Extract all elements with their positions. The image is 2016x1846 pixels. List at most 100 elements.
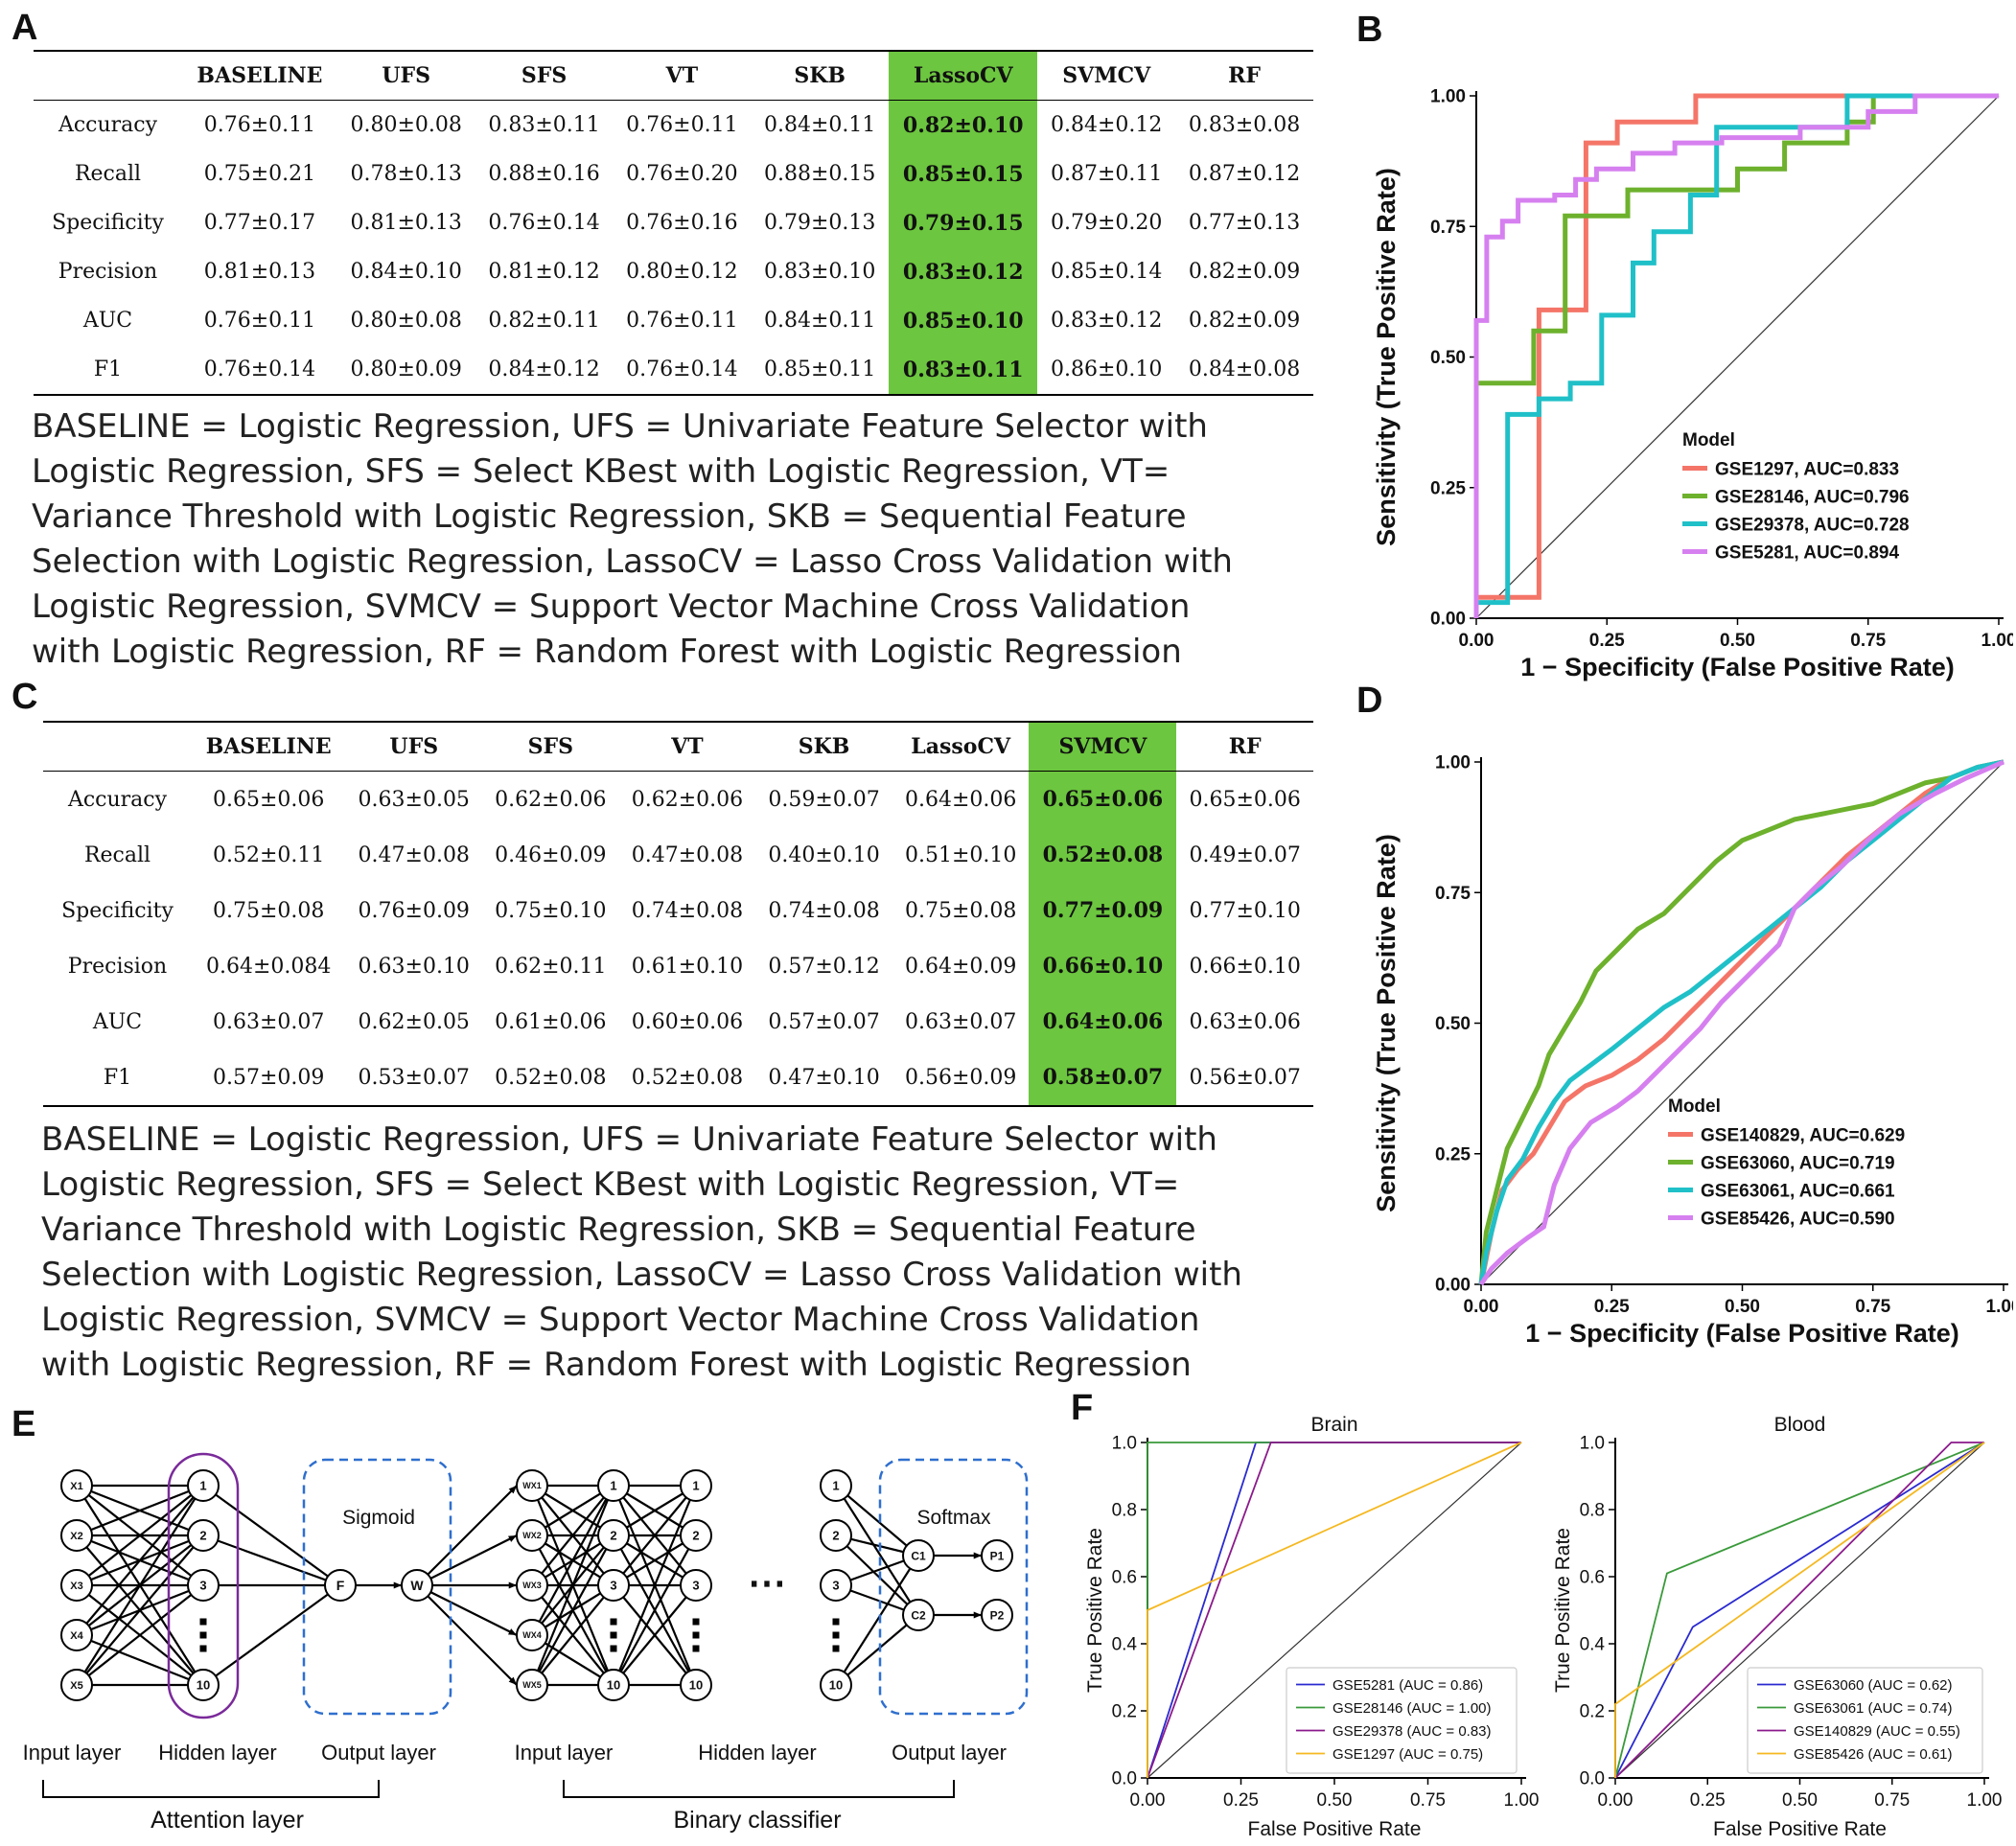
table-cell: 0.64±0.084 [206,954,332,979]
table-cell: 0.58±0.07 [1029,1050,1177,1106]
legend-box [1286,1667,1518,1774]
row-label: F1 [93,358,123,381]
abbreviation-note-c: BASELINE = Logistic Regression, UFS = Un… [41,1118,1355,1388]
abbreviation-line: Logistic Regression, SFS = Select KBest … [41,1165,1180,1204]
column-header: VT [665,63,699,88]
layer-label: Input layer [515,1741,614,1765]
row-label: Precision [67,954,168,979]
table-row: Precision 0.81±0.13 0.84±0.10 0.81±0.12 0.80… [34,247,1313,296]
x-tick-label: 0.25 [1223,1790,1259,1811]
table-cell: 0.85±0.10 [889,296,1038,345]
table-cell: 0.76±0.11 [626,309,738,333]
x-tick-label: 0.25 [1690,1790,1726,1811]
table-cell: 0.88±0.15 [764,162,876,186]
x-tick-label: 0.00 [1130,1790,1166,1811]
column-header: SVMCV [1062,63,1151,88]
series-line [1614,1442,1984,1779]
y-tick-label: 0.0 [1112,1769,1137,1789]
series-line [1147,1442,1521,1779]
hidden-node [187,1669,220,1701]
row-label: Specificity [52,211,164,235]
panel-label-b: B [1356,10,1383,50]
chart-title: Brain [1310,1414,1357,1436]
column-header: BASELINE [205,734,332,759]
table-cell: 0.77±0.13 [1188,211,1301,235]
results-table-c: BASELINE UFS SFS VT SKB LassoCV SVMCV RF Accura… [43,721,1313,1107]
c-node [902,1599,935,1631]
table-cell: 0.75±0.08 [213,898,325,923]
network-architecture-diagram: Sigmoid Softmax X1 X2 X3 X4 X5 1 2 3 10 F W WX1 WX2 WX… [23,1452,1029,1834]
hidden-node [680,1569,712,1602]
p-node-label: P1 [990,1549,1005,1562]
connection-edge [76,1485,204,1686]
table-cell: 0.63±0.05 [358,787,470,812]
arrow-edge [416,1584,518,1636]
legend-entry: GSE63060, AUC=0.719 [1701,1153,1895,1173]
layer-label: Hidden layer [158,1741,277,1765]
table-cell: 0.57±0.07 [768,1009,880,1034]
x-tick-label: 0.75 [1410,1790,1446,1811]
arrow-edge [416,1534,518,1586]
abbreviation-line: Logistic Regression, SVMCV = Support Vec… [41,1301,1200,1339]
y-tick-label: 0.00 [1435,1276,1471,1296]
series-line [1478,759,2004,1285]
y-tick-label: 0.50 [1435,1014,1471,1034]
table-row: Recall 0.52±0.11 0.47±0.08 0.46±0.09 0.47±0.… [43,827,1313,883]
column-header: LassoCV [889,51,1038,101]
table-cell: 0.40±0.10 [768,842,880,867]
table-cell: 0.65±0.06 [213,787,325,812]
y-tick-label: 0.75 [1435,884,1471,904]
table-cell: 0.46±0.09 [495,842,607,867]
hidden-node-label: 2 [832,1529,839,1543]
connection-edge [202,1485,341,1586]
x-tick-label: 0.00 [1464,1297,1499,1317]
table-cell: 0.87±0.12 [1188,162,1301,186]
table-cell: 0.82±0.09 [1188,260,1301,284]
y-tick-label: 0.4 [1580,1635,1606,1655]
connection-edge [76,1485,204,1586]
connection-edge [202,1534,341,1587]
row-label: Accuracy [58,113,158,137]
table-cell: 0.76±0.16 [626,211,738,235]
x-tick-label: 1.00 [1504,1790,1540,1811]
sigmoid-label: Sigmoid [342,1507,415,1529]
table-cell: 0.47±0.10 [768,1065,880,1090]
y-tick-label: 0.2 [1580,1702,1605,1722]
wx-node [516,1569,548,1602]
panel-label-e: E [12,1404,36,1444]
legend-entry: GSE63061 (AUC = 0.74) [1794,1700,1953,1717]
table-cell: 0.62±0.06 [495,787,607,812]
column-header: RF [1228,734,1262,759]
y-axis-label: Sensitivity (True Positive Rate) [1372,834,1401,1212]
column-header: SFS [527,734,574,759]
series-line [1478,759,2004,1285]
y-tick-label: 1.00 [1435,753,1471,773]
connection-edge [835,1485,919,1616]
abbreviation-line: Variance Threshold with Logistic Regress… [41,1211,1196,1249]
y-tick-label: 0.00 [1430,610,1466,630]
input-node [60,1619,93,1651]
table-cell: 0.74±0.08 [768,898,880,923]
abbreviation-line: Logistic Regression, SVMCV = Support Vec… [32,588,1191,626]
vertical-ellipsis-dot [610,1618,617,1626]
connection-edge [76,1485,204,1636]
hidden-node [680,1519,712,1552]
table-row: Accuracy 0.76±0.11 0.80±0.08 0.83±0.11 0.76±… [34,100,1313,150]
hidden-node-label: 10 [607,1678,620,1693]
column-header [34,51,182,101]
hidden-node [187,1569,220,1602]
column-header: UFS [382,63,431,88]
abbreviation-line: BASELINE = Logistic Regression, UFS = Un… [41,1120,1217,1159]
table-cell: 0.83±0.08 [1188,113,1301,137]
input-node-label: X4 [70,1630,83,1642]
input-node-label: X3 [70,1581,82,1592]
table-cell: 0.62±0.11 [495,954,607,979]
table-cell: 0.63±0.07 [904,1009,1017,1034]
series-line [1147,1442,1522,1778]
abbreviation-line: Selection with Logistic Regression, Lass… [32,542,1233,581]
vertical-ellipsis-dot [692,1631,700,1639]
legend-entry: GSE85426, AUC=0.590 [1701,1209,1895,1229]
table-cell: 0.76±0.14 [488,211,600,235]
diagonal-reference-line [1614,1442,1985,1779]
hidden-node [187,1519,220,1552]
